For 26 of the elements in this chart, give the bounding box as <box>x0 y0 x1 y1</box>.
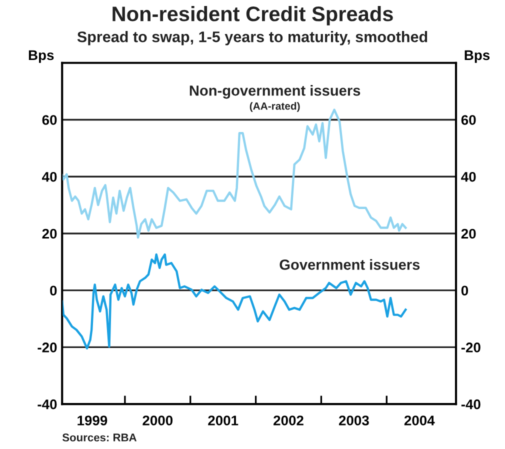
series-label: Non-government issuers <box>190 85 360 99</box>
annotation: (AA-rated) <box>250 102 300 112</box>
y-tick-label: 60 <box>42 115 57 125</box>
y2-tick-label: -20 <box>461 342 480 352</box>
x-tick-label: 1999 <box>78 416 108 426</box>
series-label: Government issuers <box>280 259 420 270</box>
x-tick-label: 2000 <box>142 416 173 426</box>
x-tick-label: 2001 <box>208 416 238 426</box>
y2-tick-label: 20 <box>461 228 476 239</box>
y-tick-label: 40 <box>42 172 57 182</box>
y2-tick-label: 40 <box>461 172 476 182</box>
x-tick-label: 2003 <box>338 416 369 426</box>
y2-axis-title: Bps <box>464 50 490 63</box>
chart-title: Non-resident Credit Spreads <box>112 6 393 26</box>
y-tick-label: -20 <box>38 342 57 352</box>
y-tick-label: 0 <box>50 286 57 296</box>
y2-tick-label: 60 <box>461 115 476 125</box>
y2-tick-label: -40 <box>461 399 480 410</box>
y2-tick-label: 0 <box>461 286 468 296</box>
y-axis-title: Bps <box>28 50 54 63</box>
source-note: Sources: RBA <box>62 434 137 442</box>
y-tick-label: 20 <box>42 228 57 239</box>
chart-subtitle: Spread to swap, 1-5 years to maturity, smoothed <box>77 31 428 46</box>
x-tick-label: 2002 <box>274 416 304 426</box>
x-tick-label: 2004 <box>404 416 435 426</box>
y-tick-label: -40 <box>38 399 57 410</box>
